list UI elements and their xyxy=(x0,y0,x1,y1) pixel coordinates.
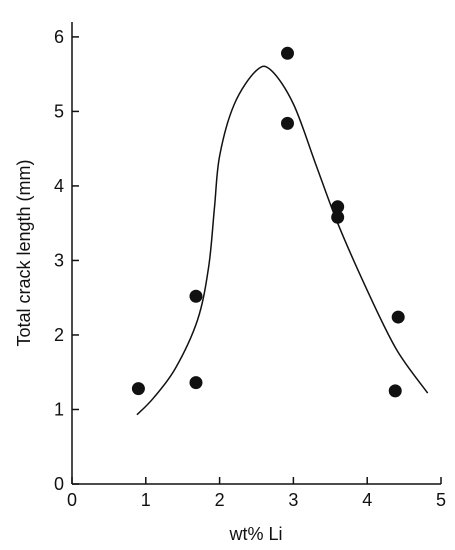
x-tick-label: 0 xyxy=(67,490,77,510)
x-tick-label: 1 xyxy=(141,490,151,510)
data-point xyxy=(189,376,203,390)
fit-curve xyxy=(136,65,429,416)
y-tick-label: 4 xyxy=(54,176,64,196)
data-point xyxy=(131,382,145,396)
y-axis-title: Total crack length (mm) xyxy=(14,159,34,346)
y-tick-label: 3 xyxy=(54,250,64,270)
data-point xyxy=(331,200,345,214)
y-tick-label: 6 xyxy=(54,27,64,47)
x-tick-label: 2 xyxy=(215,490,225,510)
y-tick-label: 2 xyxy=(54,325,64,345)
x-axis-title: wt% Li xyxy=(228,524,282,544)
y-tick-label: 5 xyxy=(54,101,64,121)
data-point xyxy=(391,310,405,324)
data-point xyxy=(331,210,345,224)
y-tick-label: 0 xyxy=(54,474,64,494)
data-point xyxy=(280,46,294,60)
axes xyxy=(71,22,441,485)
x-tick-label: 4 xyxy=(362,490,372,510)
data-points xyxy=(131,46,405,398)
data-point xyxy=(280,116,294,130)
x-tick-label: 3 xyxy=(288,490,298,510)
ticks: 0 1 2 3 4 5 0 1 2 3 4 5 6 xyxy=(54,27,446,510)
data-point xyxy=(189,289,203,303)
x-tick-label: 5 xyxy=(436,490,446,510)
data-point xyxy=(388,384,402,398)
y-tick-label: 1 xyxy=(54,399,64,419)
